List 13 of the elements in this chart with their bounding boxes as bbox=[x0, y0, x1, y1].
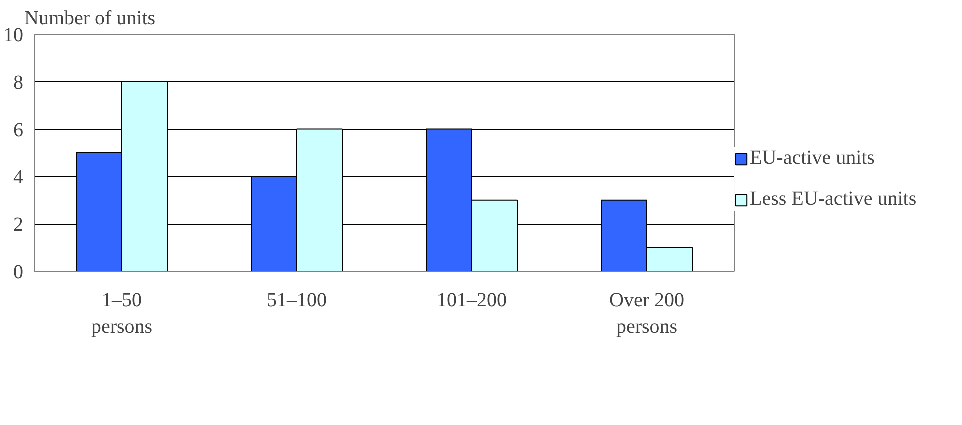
y-tick-label: 10 bbox=[4, 24, 24, 46]
legend-label: EU-active units bbox=[750, 147, 875, 170]
y-tick-label: 0 bbox=[14, 262, 24, 284]
y-axis-title: Number of units bbox=[24, 8, 156, 30]
x-tick-label: 51–100 bbox=[267, 290, 327, 312]
legend-label: Less EU-active units bbox=[750, 188, 917, 211]
x-tick-label: Over 200 persons bbox=[610, 290, 684, 338]
y-tick-label: 6 bbox=[14, 119, 24, 142]
x-tick-label: 101–200 bbox=[437, 290, 507, 312]
y-tick-label: 2 bbox=[14, 214, 24, 236]
x-tick-label: 1–50 persons bbox=[91, 290, 153, 338]
y-tick-label: 4 bbox=[14, 166, 24, 189]
y-tick-label: 8 bbox=[14, 72, 24, 94]
